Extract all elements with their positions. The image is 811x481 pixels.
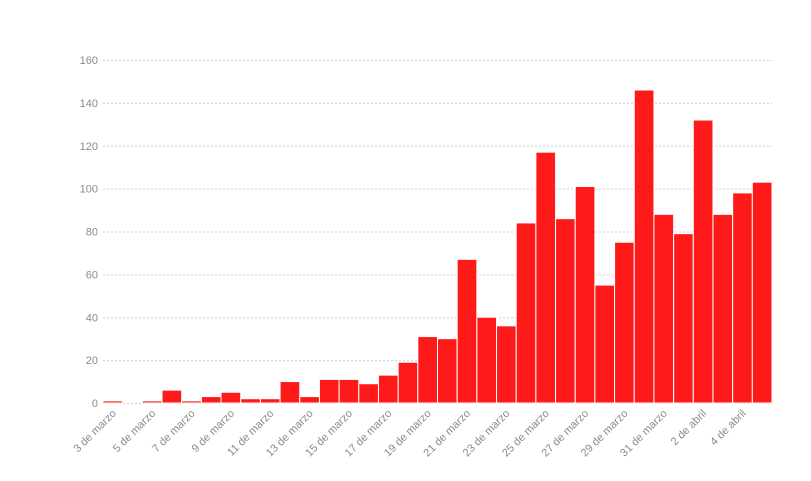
bar [633,89,655,404]
bar [417,336,438,404]
y-tick-label: 120 [80,141,98,153]
bars [102,89,773,404]
bar [574,185,596,404]
bar [712,213,734,404]
bar [515,222,537,404]
bar [535,151,557,404]
bar [456,258,478,404]
bar [102,400,124,404]
bar [732,192,753,404]
bar [259,398,281,404]
y-tick-label: 140 [80,98,98,110]
bar [437,338,458,404]
bar [181,400,202,404]
bar [318,378,340,404]
bar [220,391,242,404]
y-tick-label: 40 [86,312,98,324]
y-tick-label: 160 [80,55,98,67]
bar [358,383,379,404]
x-tick-label: 2 de abril [669,408,709,448]
bar [692,119,714,404]
y-axis-ticks: 0 20 40 60 80 100 120 140 160 [80,55,98,410]
y-tick-label: 60 [86,269,98,281]
y-tick-label: 0 [92,398,98,410]
bar [279,381,301,404]
x-tick-label: 4 de abril [708,408,748,448]
bar [141,400,163,404]
bar [653,213,675,404]
bar [397,361,419,404]
bar [377,374,399,404]
bar [476,316,498,404]
y-tick-label: 20 [86,355,98,367]
y-tick-label: 100 [80,184,98,196]
bar [614,241,635,404]
bar [751,181,773,404]
bar [338,378,360,404]
bar [555,218,576,404]
bar [161,389,183,404]
y-tick-label: 80 [86,227,98,239]
bar [200,396,222,404]
bar [240,398,261,404]
bar [496,325,517,404]
bar [299,396,320,404]
bar [673,233,694,404]
bar [594,284,616,404]
